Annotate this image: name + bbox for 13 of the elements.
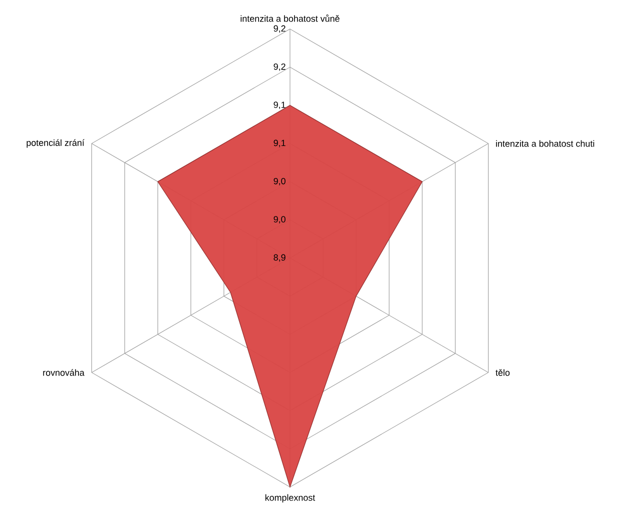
spoke-label: intenzita a bohatost vůně	[240, 14, 340, 22]
y-tick-label: 9,1	[274, 102, 286, 110]
spoke-label: tělo	[496, 369, 510, 376]
y-tick-label: 9,2	[274, 63, 286, 71]
spoke-label: intenzita a bohatost chuti	[496, 140, 594, 147]
y-tick-label: 8,9	[274, 254, 286, 262]
spoke-label: rovnováha	[43, 369, 84, 376]
spoke-label: komplexnost	[265, 494, 316, 503]
spoke-label: potenciál zrání	[26, 139, 84, 148]
y-tick-label: 9,1	[274, 140, 286, 148]
y-tick-label: 9,0	[274, 178, 286, 186]
y-tick-label: 9,0	[274, 216, 286, 224]
y-tick-label: 9,2	[274, 25, 286, 33]
